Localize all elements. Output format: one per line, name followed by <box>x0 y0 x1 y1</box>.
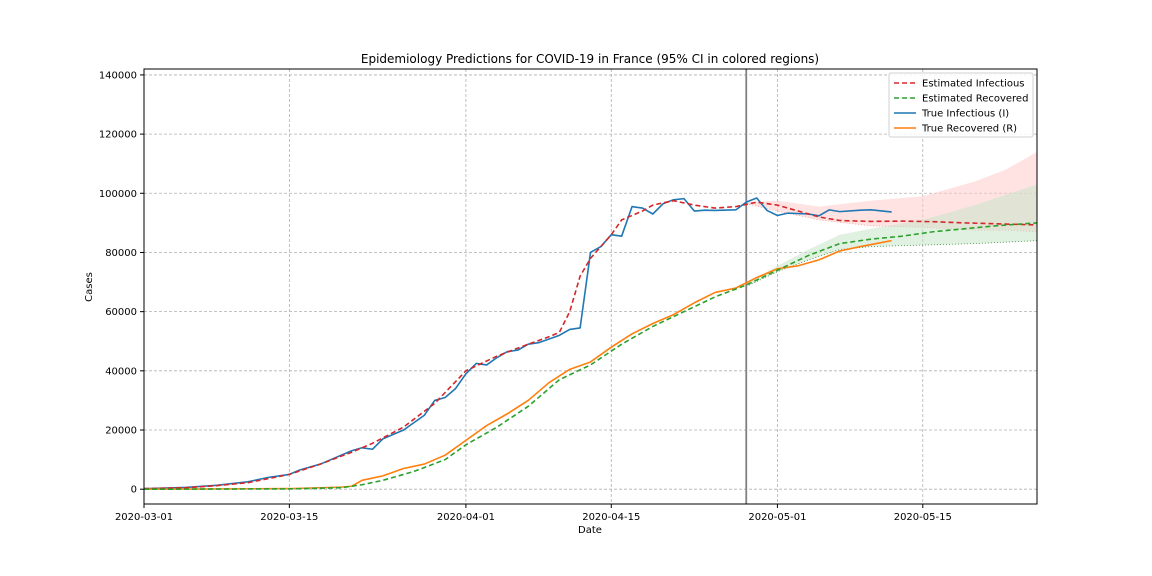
x-tick-label: 2020-03-01 <box>115 512 173 523</box>
x-tick-label: 2020-05-15 <box>894 512 952 523</box>
legend-label: True Recovered (R) <box>921 124 1017 135</box>
y-tick-label: 140000 <box>99 70 137 81</box>
x-tick-label: 2020-04-15 <box>582 512 640 523</box>
y-tick-label: 60000 <box>105 307 137 318</box>
legend-label: True Infectious (I) <box>921 109 1009 120</box>
y-tick-label: 80000 <box>105 248 137 259</box>
plot-frame <box>143 68 1038 505</box>
y-tick-label: 100000 <box>99 189 137 200</box>
y-axis-label: Cases <box>84 272 95 302</box>
chart-title: Epidemiology Predictions for COVID-19 in… <box>361 52 819 66</box>
y-tick-label: 0 <box>131 485 137 496</box>
series-line-true-infectious-i <box>143 197 892 490</box>
ci-band-lower-edge <box>746 203 1038 233</box>
x-tick-label: 2020-05-01 <box>748 512 806 523</box>
x-tick-label: 2020-04-01 <box>437 512 495 523</box>
y-tick-label: 40000 <box>105 366 137 377</box>
x-tick-label: 2020-03-15 <box>260 512 318 523</box>
y-tick-label: 120000 <box>99 130 137 141</box>
series-line-estimated-recovered <box>143 222 1038 491</box>
series-line-estimated-infectious <box>143 199 1038 490</box>
legend-box <box>888 72 1034 138</box>
x-axis-label: Date <box>578 525 602 536</box>
legend-label: Estimated Recovered <box>922 94 1028 105</box>
series-line-true-recovered-r <box>143 239 892 491</box>
y-tick-label: 20000 <box>105 426 137 437</box>
legend: Estimated Infectious Estimated Recovered T… <box>888 72 1034 138</box>
ci-band-estimated-recovered <box>746 184 1037 287</box>
legend-label: Estimated Infectious <box>922 79 1025 90</box>
plot-area: 2020-03-01 2020-03-15 2020-04-01 2020-04-15… <box>99 68 1038 523</box>
